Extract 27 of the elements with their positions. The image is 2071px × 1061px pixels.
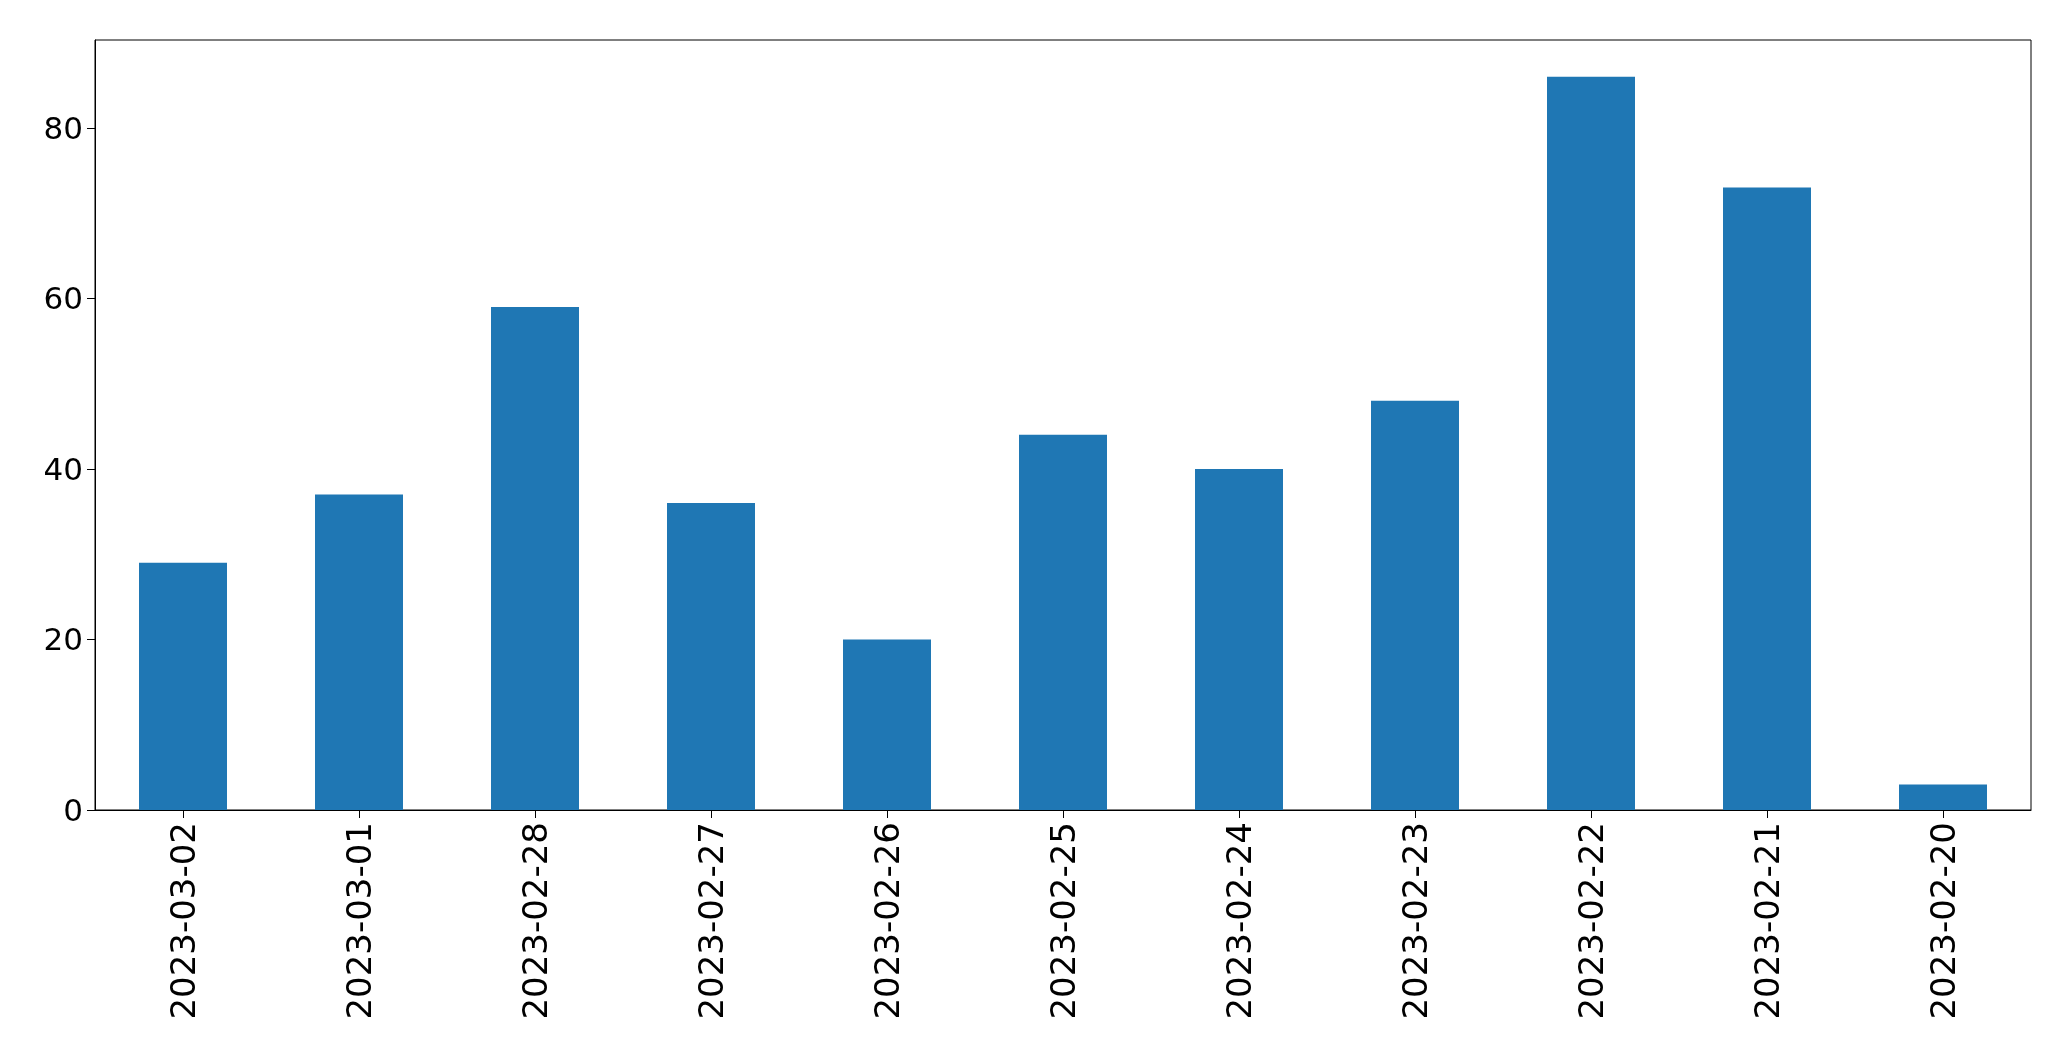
x-tick-label: 2023-02-21 — [1747, 822, 1787, 1020]
x-tick-label: 2023-02-20 — [1923, 822, 1963, 1020]
x-tick-label: 2023-03-02 — [163, 822, 203, 1020]
x-tick-label: 2023-02-22 — [1571, 822, 1611, 1020]
x-tick-label: 2023-02-26 — [867, 822, 907, 1020]
x-tick-label: 2023-02-28 — [515, 822, 555, 1020]
bar — [1371, 400, 1459, 810]
x-tick-label: 2023-02-24 — [1219, 822, 1259, 1020]
bar — [491, 306, 579, 810]
bar — [667, 503, 755, 810]
bar — [1195, 468, 1283, 810]
bar — [1899, 784, 1987, 810]
y-tick-label: 20 — [43, 621, 83, 658]
bar — [843, 639, 931, 810]
x-tick-label: 2023-02-23 — [1395, 822, 1435, 1020]
bar — [1723, 187, 1811, 810]
x-tick-label: 2023-03-01 — [339, 822, 379, 1020]
x-tick-label: 2023-02-25 — [1043, 822, 1083, 1020]
bar — [1019, 434, 1107, 810]
bar — [1547, 76, 1635, 810]
bar — [139, 562, 227, 810]
y-tick-label: 60 — [43, 280, 83, 317]
y-tick-label: 40 — [43, 450, 83, 487]
x-tick-label: 2023-02-27 — [691, 822, 731, 1020]
y-tick-label: 0 — [63, 792, 83, 828]
y-tick-label: 80 — [43, 109, 83, 146]
bar — [315, 494, 403, 810]
